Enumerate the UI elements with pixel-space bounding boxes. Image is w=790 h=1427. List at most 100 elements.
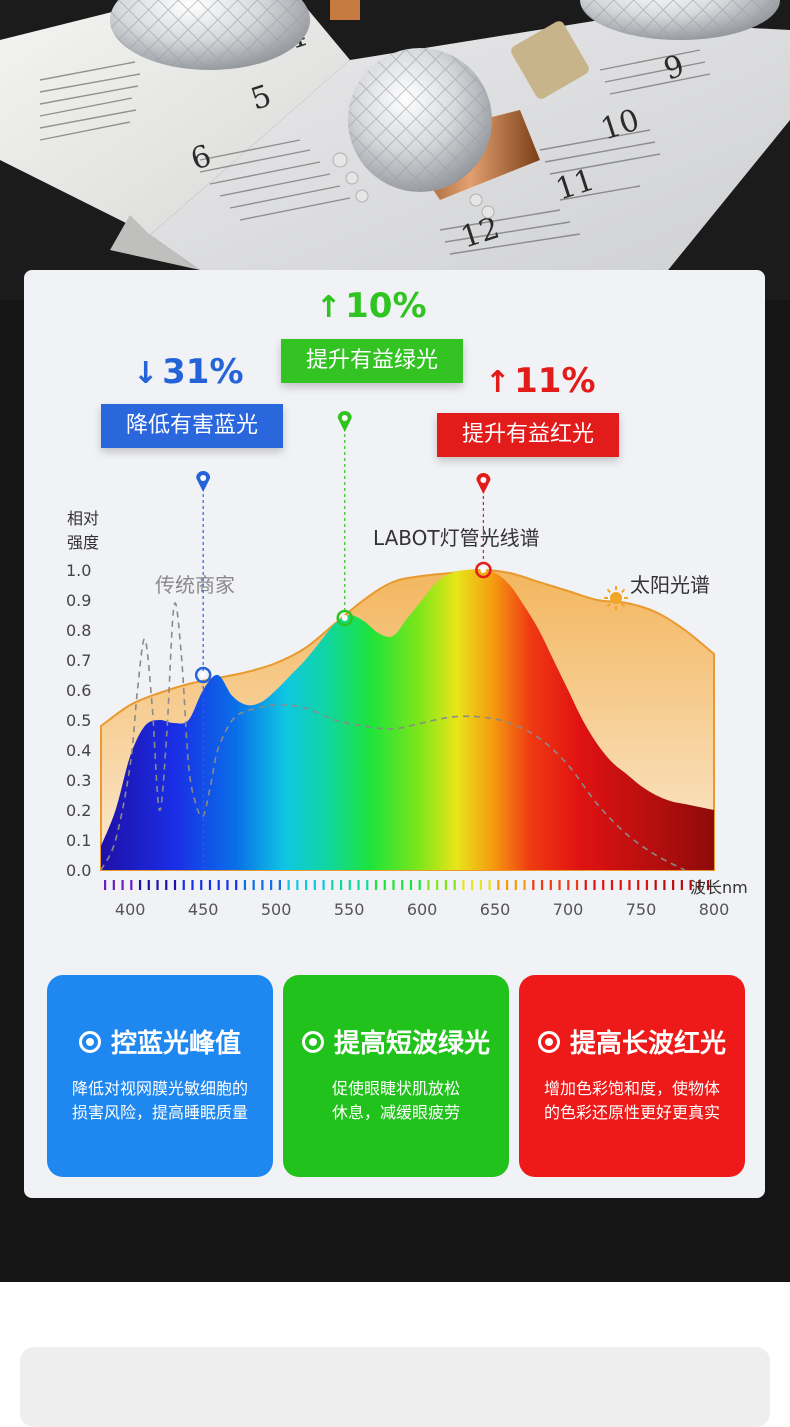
wavelength-color-tick	[462, 880, 465, 890]
x-axis-label: 波长nm	[690, 878, 748, 897]
wavelength-color-tick	[698, 880, 701, 890]
y-tick-label: 0.0	[66, 861, 91, 880]
green-increase-percent: ↑ 10%	[316, 286, 427, 326]
y-tick-label: 0.3	[66, 771, 91, 790]
wavelength-color-tick	[479, 880, 482, 890]
wavelength-color-tick	[409, 880, 413, 890]
wavelength-color-tick	[663, 880, 666, 890]
wavelength-color-tick	[331, 880, 334, 890]
wavelength-color-tick	[628, 880, 631, 890]
radio-dot-icon	[78, 1030, 101, 1053]
wavelength-color-tick	[270, 880, 273, 890]
wavelength-color-tick	[401, 880, 404, 890]
wavelength-color-tick	[200, 880, 203, 890]
wavelength-color-tick	[558, 880, 561, 890]
location-pin-icon	[476, 473, 491, 494]
feature-card-red: 提高长波红光 增加色彩饱和度，使物体 的色彩还原性更好更真实	[519, 975, 745, 1177]
peak-marker	[475, 561, 492, 579]
feature-desc-line: 的色彩还原性更好更真实	[543, 1103, 720, 1122]
red-light-tag: 提升有益红光	[437, 413, 619, 457]
wavelength-color-tick	[575, 880, 579, 890]
feature-title: 提高长波红光	[569, 1029, 726, 1059]
wavelength-color-tick	[540, 880, 544, 890]
wavelength-color-tick	[165, 880, 168, 890]
wavelength-color-tick	[366, 880, 369, 890]
wavelength-color-tick	[252, 880, 255, 890]
wavelength-color-tick	[313, 880, 316, 890]
wavelength-color-tick	[549, 880, 552, 890]
feature-title: 提高短波绿光	[333, 1029, 490, 1059]
y-tick-label: 0.4	[66, 741, 91, 760]
wavelength-color-tick	[191, 880, 194, 890]
magazine-photo: 5 6 4 12 11 10 9	[0, 0, 790, 300]
wavelength-color-tick	[637, 880, 640, 890]
feature-desc-line: 降低对视网膜光敏细胞的	[71, 1079, 248, 1098]
wavelength-color-tick	[130, 880, 133, 890]
spectrum-chart: 1.0 0.9 0.8 0.7 0.6 0.5 0.4 0.3 0.2 0.1 0.0 相对强度传统商…	[66, 411, 748, 919]
peak-marker-center	[200, 672, 207, 678]
wavelength-color-tick	[278, 880, 281, 890]
feature-card-green: 提高短波绿光 促使眼睫状肌放松 休息，减缓眼疲劳	[283, 975, 509, 1177]
x-tick-label: 650	[480, 900, 511, 919]
x-tick-label: 400	[115, 900, 146, 919]
x-tick-label: 800	[699, 900, 730, 919]
wavelength-color-tick	[654, 880, 657, 890]
wavelength-color-tick	[672, 880, 675, 890]
y-tick-label: 0.1	[66, 831, 91, 850]
wavelength-color-tick	[602, 880, 605, 890]
wavelength-color-tick	[418, 880, 421, 890]
feature-card-blue: 控蓝光峰值 降低对视网膜光敏细胞的 损害风险，提高睡眠质量	[47, 975, 273, 1177]
wavelength-color-tick	[339, 880, 343, 890]
wavelength-color-tick	[208, 880, 212, 890]
sun-icon	[604, 586, 628, 610]
wavelength-color-tick	[121, 880, 124, 890]
wavelength-color-tick	[112, 880, 115, 890]
wavelength-color-tick	[261, 880, 264, 890]
wavelength-color-tick	[488, 880, 491, 890]
feature-title: 控蓝光峰值	[110, 1029, 241, 1059]
feature-desc-line: 促使眼睫状肌放松	[331, 1079, 460, 1098]
wavelength-color-tick	[138, 880, 142, 890]
y-tick-label: 0.9	[66, 591, 91, 610]
wavelength-color-tick	[471, 880, 474, 890]
y-tick-label: 1.0	[66, 561, 91, 580]
y-axis-label: 相对	[67, 509, 99, 528]
wavelength-color-tick	[182, 880, 185, 890]
y-tick-label: 0.7	[66, 651, 91, 670]
red-increase-percent: ↑ 11%	[485, 361, 596, 401]
series-label-traditional: 传统商家	[155, 573, 235, 597]
y-axis-label: 强度	[67, 533, 99, 552]
peak-marker	[194, 666, 212, 684]
series-label-sun: 太阳光谱	[630, 573, 710, 597]
wavelength-color-tick	[322, 880, 325, 890]
peak-marker	[336, 609, 353, 627]
arrow-up-icon: ↑	[485, 365, 511, 400]
wavelength-color-tick	[689, 880, 692, 890]
x-tick-label: 550	[334, 900, 365, 919]
y-tick-label: 0.2	[66, 801, 91, 820]
feature-desc-line: 增加色彩饱和度，使物体	[543, 1079, 720, 1098]
wavelength-color-tick	[444, 880, 448, 890]
wavelength-color-tick	[427, 880, 430, 890]
wavelength-color-tick	[243, 880, 247, 890]
wavelength-color-tick	[156, 880, 159, 890]
y-tick-label: 0.6	[66, 681, 91, 700]
wavelength-color-tick	[532, 880, 535, 890]
peak-marker-center	[341, 615, 348, 621]
wavelength-color-tick	[497, 880, 500, 890]
location-pin-icon	[196, 471, 211, 492]
arrow-up-icon: ↑	[316, 290, 342, 325]
wavelength-color-tick	[374, 880, 378, 890]
x-tick-label: 500	[261, 900, 292, 919]
wavelength-color-tick	[523, 880, 526, 890]
wavelength-color-tick	[707, 880, 710, 890]
wavelength-color-tick	[567, 880, 570, 890]
feature-desc-line: 休息，减缓眼疲劳	[331, 1103, 460, 1122]
x-tick-label: 750	[626, 900, 657, 919]
y-tick-label: 0.5	[66, 711, 91, 730]
y-tick-label: 0.8	[66, 621, 91, 640]
x-tick-label: 450	[188, 900, 219, 919]
wavelength-color-tick	[357, 880, 360, 890]
wavelength-color-tick	[514, 880, 517, 890]
wavelength-color-tick	[453, 880, 456, 890]
